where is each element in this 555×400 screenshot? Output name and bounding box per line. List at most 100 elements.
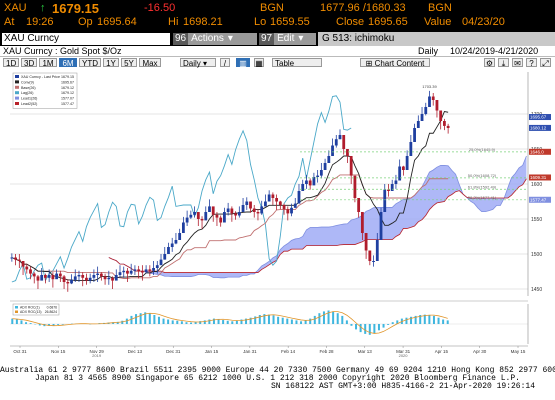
macd-bar <box>208 319 211 324</box>
ticker-input[interactable]: XAU Curncy <box>2 33 170 45</box>
price-tag <box>529 196 551 203</box>
candle-body <box>14 257 17 260</box>
macd-bar <box>327 310 330 324</box>
macd-bar <box>300 321 303 324</box>
candle-body <box>226 208 230 212</box>
x-tick-label: Nov 29 <box>89 349 104 354</box>
footer-line-2: Japan 81 3 4565 8900 Singapore 65 6212 1… <box>35 374 520 383</box>
fullscreen-icon[interactable]: ⤢ <box>540 58 551 68</box>
candle-body <box>193 212 196 215</box>
candle-body <box>140 271 144 273</box>
candle-body <box>387 189 390 191</box>
macd-bar <box>194 321 197 324</box>
macd-bar <box>171 320 174 324</box>
up-arrow-icon: ↑ <box>40 2 46 14</box>
candle-body <box>428 96 431 107</box>
candle-body <box>211 206 215 215</box>
candle-body <box>111 277 114 281</box>
candle-body <box>241 205 245 212</box>
macd-bar <box>199 321 202 324</box>
candle-body <box>360 212 364 233</box>
draw-icon[interactable]: / <box>220 58 230 68</box>
period-1m[interactable]: 1M <box>39 58 57 68</box>
macd-legend-name: ADX ROC(1) <box>20 306 40 310</box>
candle-body <box>137 269 141 272</box>
candle-body <box>10 257 14 259</box>
x-tick-label: Feb 28 <box>319 349 334 354</box>
chart-type-icon[interactable]: ▥ <box>236 58 250 68</box>
actions-menu-button[interactable]: 96 Actions ▾ <box>173 33 257 45</box>
macd-bar <box>235 320 238 324</box>
macd-bar <box>355 324 358 330</box>
edit-menu-button[interactable]: 97 Edit ▾ <box>259 33 316 45</box>
period-1d[interactable]: 1D <box>3 58 19 68</box>
x-tick-label: Jan 15 <box>205 349 219 354</box>
table-button[interactable]: Table <box>272 58 322 68</box>
info-bar: XAU Curncy : Gold Spot $/Oz Daily 10/24/… <box>0 46 555 56</box>
candle-body <box>17 259 21 261</box>
macd-bar <box>345 320 348 324</box>
candle-body <box>301 184 305 191</box>
candle-body <box>92 275 96 278</box>
macd-bar <box>240 319 243 324</box>
x-tick-label: Dec 31 <box>166 349 181 354</box>
price-change: -16.50 <box>144 2 176 14</box>
candle-body <box>368 250 372 261</box>
period-max[interactable]: Max <box>139 58 161 68</box>
macd-bar <box>180 321 183 324</box>
candle-body <box>122 270 126 273</box>
y-tick-label: 1600 <box>531 182 542 188</box>
macd-bar <box>387 324 390 325</box>
candle-body <box>256 212 260 214</box>
export-icon[interactable]: ⤓ <box>498 58 509 68</box>
period-5y[interactable]: 5Y <box>121 58 137 68</box>
period-6m[interactable]: 6M <box>59 58 77 68</box>
footer: Australia 61 2 9777 8600 Brazil 5511 239… <box>0 358 555 400</box>
legend-value: 1679.15 <box>61 75 74 79</box>
macd-bar <box>410 316 413 324</box>
period-ytd[interactable]: YTD <box>79 58 101 68</box>
share-icon[interactable]: ✉ <box>512 58 523 68</box>
peak-label: 1703.39 <box>422 84 437 89</box>
candle-body <box>316 175 320 177</box>
macd-bar <box>176 320 179 324</box>
candle-body <box>237 212 241 216</box>
macd-bar <box>263 314 266 324</box>
close-label: Close <box>336 16 365 28</box>
macd-bar <box>290 319 293 324</box>
period-3d[interactable]: 3D <box>21 58 37 68</box>
macd-bar <box>373 324 376 333</box>
edit-label: Edit <box>277 33 295 44</box>
macd-bar <box>249 317 252 324</box>
edit-number: 97 <box>259 33 275 45</box>
settings-icon[interactable]: ⚙ <box>484 58 495 68</box>
help-icon[interactable]: ? <box>526 58 537 68</box>
candle-body <box>62 276 66 282</box>
candle-body <box>148 269 152 271</box>
legend-value: 1695.67 <box>61 80 74 84</box>
macd-bar <box>116 321 119 324</box>
candle-body <box>118 272 122 275</box>
chart-events-button[interactable]: ⊞ Chart Content <box>360 58 430 68</box>
candle-body <box>58 273 62 277</box>
macd-bar <box>217 318 220 324</box>
macd-bar <box>112 322 115 324</box>
macd-bar <box>222 320 225 324</box>
at-time: 19:26 <box>26 16 54 28</box>
legend-swatch <box>15 85 19 89</box>
macd-bar <box>15 319 18 324</box>
table-icon[interactable]: ▦ <box>254 58 264 68</box>
chevron-down-icon: ▾ <box>227 33 233 44</box>
candle-body <box>439 110 443 121</box>
ichimoku-chart[interactable]: 25.0%(1645.9) 50.0%(1608.72) 61.8%(1592.49… <box>0 68 555 358</box>
legend-value: 1679.12 <box>61 91 74 95</box>
macd-bar <box>185 322 188 324</box>
candle-body <box>219 217 223 223</box>
macd-bar <box>245 318 248 324</box>
macd-bar <box>359 324 362 333</box>
candle-body <box>40 275 44 281</box>
macd-bar <box>139 313 142 324</box>
macd-bar <box>341 315 344 324</box>
period-1y[interactable]: 1Y <box>103 58 119 68</box>
frequency-select[interactable]: Daily ▾ <box>180 58 216 68</box>
